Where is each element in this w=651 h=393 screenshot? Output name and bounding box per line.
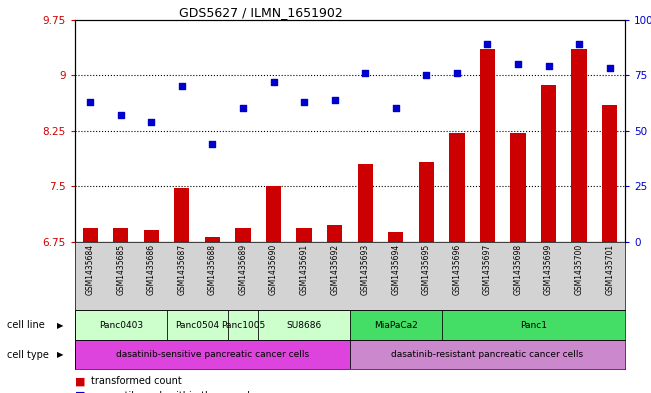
Point bbox=[605, 65, 615, 72]
Text: cell type: cell type bbox=[7, 350, 48, 360]
Bar bbox=[83, 228, 98, 242]
Point bbox=[176, 83, 187, 90]
Point bbox=[421, 72, 432, 78]
Bar bbox=[167, 310, 228, 340]
Bar bbox=[510, 133, 525, 242]
Text: Panc0403: Panc0403 bbox=[99, 321, 143, 330]
Bar bbox=[350, 340, 625, 369]
Point bbox=[391, 105, 401, 112]
Point bbox=[452, 70, 462, 76]
Bar bbox=[449, 133, 465, 242]
Point bbox=[238, 105, 248, 112]
Text: GSM1435697: GSM1435697 bbox=[483, 244, 492, 295]
Text: transformed count: transformed count bbox=[91, 376, 182, 386]
Bar bbox=[235, 228, 251, 242]
Text: Panc1005: Panc1005 bbox=[221, 321, 265, 330]
Bar bbox=[441, 310, 625, 340]
Bar bbox=[258, 310, 350, 340]
Text: GSM1435687: GSM1435687 bbox=[177, 244, 186, 295]
Text: MiaPaCa2: MiaPaCa2 bbox=[374, 321, 418, 330]
Bar bbox=[75, 340, 350, 369]
Point bbox=[544, 63, 554, 70]
Text: GSM1435694: GSM1435694 bbox=[391, 244, 400, 295]
Text: GSM1435684: GSM1435684 bbox=[86, 244, 94, 295]
Text: ■: ■ bbox=[75, 391, 85, 393]
Text: ▶: ▶ bbox=[57, 350, 63, 359]
Bar bbox=[228, 310, 258, 340]
Text: ■: ■ bbox=[75, 376, 85, 386]
Text: dasatinib-resistant pancreatic cancer cells: dasatinib-resistant pancreatic cancer ce… bbox=[391, 350, 583, 359]
Point bbox=[360, 70, 370, 76]
Text: GSM1435686: GSM1435686 bbox=[146, 244, 156, 295]
Point bbox=[482, 41, 493, 47]
Point bbox=[329, 96, 340, 103]
Bar bbox=[174, 188, 189, 242]
Text: GSM1435701: GSM1435701 bbox=[605, 244, 614, 295]
Bar bbox=[296, 228, 312, 242]
Text: GSM1435696: GSM1435696 bbox=[452, 244, 462, 295]
Point bbox=[207, 141, 217, 147]
Text: Panc1: Panc1 bbox=[519, 321, 547, 330]
Point bbox=[574, 41, 585, 47]
Text: GDS5627 / ILMN_1651902: GDS5627 / ILMN_1651902 bbox=[178, 6, 342, 19]
Point bbox=[268, 79, 279, 85]
Bar bbox=[75, 310, 167, 340]
Bar bbox=[113, 228, 128, 242]
Bar bbox=[327, 226, 342, 242]
Text: Panc0504: Panc0504 bbox=[175, 321, 219, 330]
Text: GSM1435689: GSM1435689 bbox=[238, 244, 247, 295]
Point bbox=[513, 61, 523, 67]
Text: SU8686: SU8686 bbox=[286, 321, 322, 330]
Text: cell line: cell line bbox=[7, 320, 44, 330]
Bar bbox=[480, 49, 495, 242]
Text: GSM1435685: GSM1435685 bbox=[117, 244, 125, 295]
Bar bbox=[266, 186, 281, 242]
Bar bbox=[541, 85, 556, 242]
Point bbox=[299, 99, 309, 105]
Text: GSM1435692: GSM1435692 bbox=[330, 244, 339, 295]
Text: GSM1435693: GSM1435693 bbox=[361, 244, 370, 295]
Text: GSM1435695: GSM1435695 bbox=[422, 244, 431, 295]
Text: percentile rank within the sample: percentile rank within the sample bbox=[91, 391, 256, 393]
Bar bbox=[357, 164, 373, 242]
Bar bbox=[602, 105, 617, 242]
Point bbox=[85, 99, 95, 105]
Text: GSM1435688: GSM1435688 bbox=[208, 244, 217, 295]
Bar bbox=[419, 162, 434, 242]
Bar bbox=[350, 310, 441, 340]
Text: GSM1435690: GSM1435690 bbox=[269, 244, 278, 295]
Text: dasatinib-sensitive pancreatic cancer cells: dasatinib-sensitive pancreatic cancer ce… bbox=[116, 350, 309, 359]
Bar bbox=[144, 230, 159, 242]
Point bbox=[146, 119, 156, 125]
Text: GSM1435699: GSM1435699 bbox=[544, 244, 553, 295]
Bar bbox=[572, 49, 587, 242]
Point bbox=[115, 112, 126, 118]
Text: GSM1435698: GSM1435698 bbox=[514, 244, 523, 295]
Bar bbox=[388, 232, 404, 242]
Text: ▶: ▶ bbox=[57, 321, 63, 330]
Text: GSM1435700: GSM1435700 bbox=[575, 244, 583, 295]
Bar bbox=[205, 237, 220, 242]
Text: GSM1435691: GSM1435691 bbox=[299, 244, 309, 295]
